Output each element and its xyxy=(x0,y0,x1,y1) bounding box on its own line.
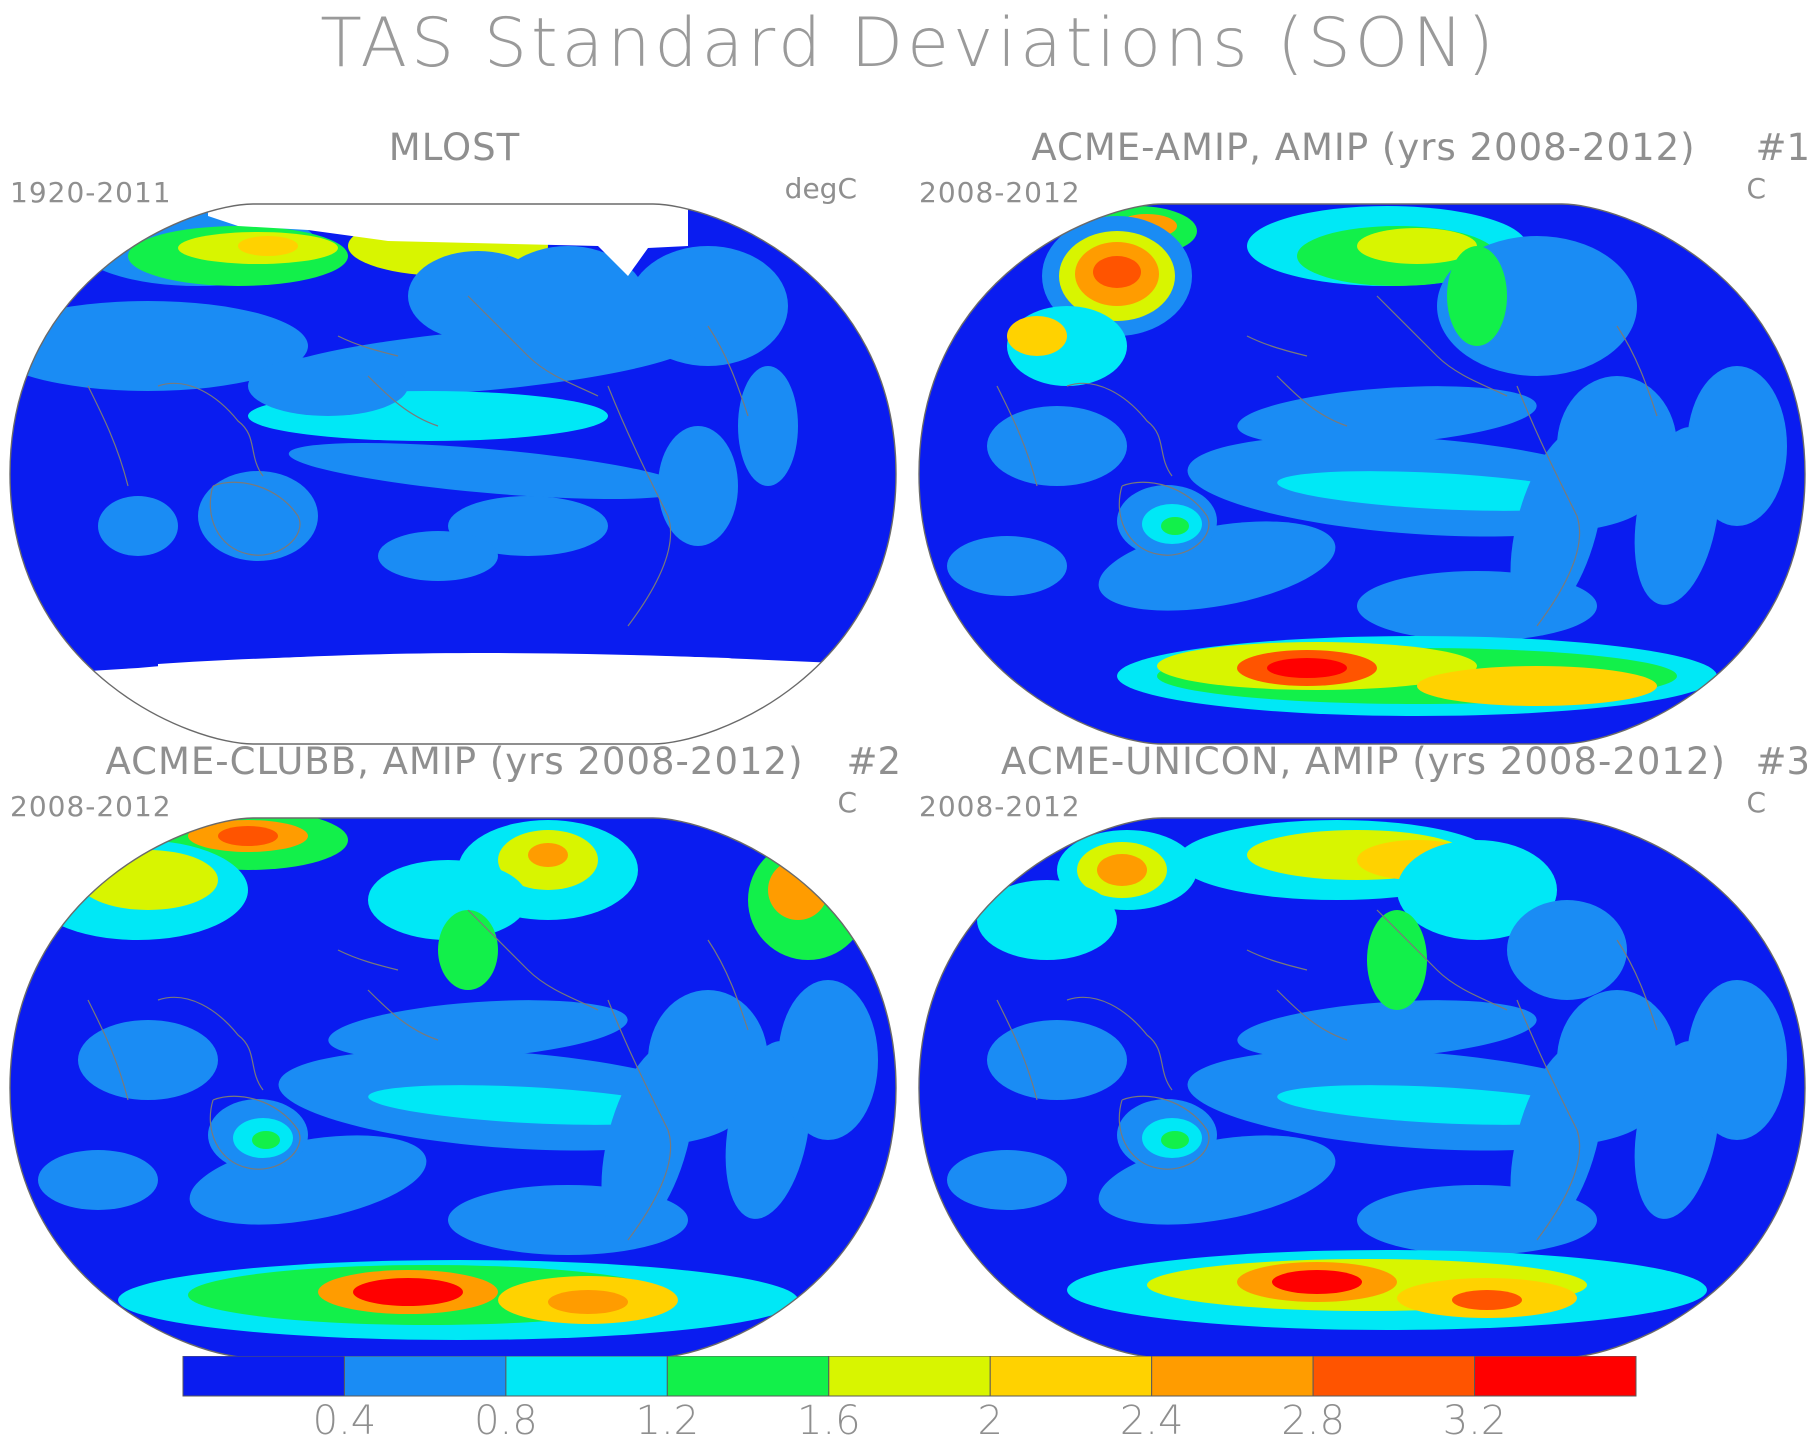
map-panel-acme-amip: ACME-AMIP, AMIP (yrs 2008-2012) #1 2008-… xyxy=(909,126,1818,746)
colorbar-tick-label: 0.8 xyxy=(474,1398,538,1444)
panel-number: #1 xyxy=(1755,126,1810,169)
panel-units: C xyxy=(837,786,857,819)
colorbar-tick-label: 1.6 xyxy=(796,1398,861,1444)
panel-number: #2 xyxy=(846,740,901,783)
panel-number: #3 xyxy=(1755,740,1810,783)
panel-period: 2008-2012 xyxy=(10,790,172,823)
panel-title: MLOST xyxy=(388,126,521,169)
colorbar xyxy=(182,1356,1637,1397)
panel-title: ACME-UNICON, AMIP (yrs 2008-2012) xyxy=(1001,740,1726,783)
colorbar-tick-label: 2.8 xyxy=(1281,1398,1345,1444)
panel-period: 2008-2012 xyxy=(919,176,1081,209)
colorbar-tick-label: 3.2 xyxy=(1442,1398,1507,1444)
colorbar-labels: 0.4 0.8 1.2 1.6 2 2.4 2.8 3.2 xyxy=(0,1398,1818,1444)
map-mlost xyxy=(9,203,897,745)
map-panel-mlost: MLOST 1920-2011 degC xyxy=(0,126,909,746)
panel-units: degC xyxy=(784,172,857,205)
map-panel-acme-clubb: ACME-CLUBB, AMIP (yrs 2008-2012) #2 2008… xyxy=(0,740,909,1360)
panel-units: C xyxy=(1746,786,1766,819)
map-acme-clubb xyxy=(9,817,897,1359)
panel-units: C xyxy=(1746,172,1766,205)
map-panel-acme-unicon: ACME-UNICON, AMIP (yrs 2008-2012) #3 200… xyxy=(909,740,1818,1360)
panel-period: 2008-2012 xyxy=(919,790,1081,823)
colorbar-tick-label: 2 xyxy=(977,1398,1003,1444)
panel-period: 1920-2011 xyxy=(10,176,172,209)
map-acme-unicon xyxy=(918,817,1806,1359)
figure-title: TAS Standard Deviations (SON) xyxy=(320,4,1498,83)
panel-title: ACME-CLUBB, AMIP (yrs 2008-2012) xyxy=(105,740,804,783)
colorbar-tick-label: 1.2 xyxy=(635,1398,700,1444)
colorbar-tick-label: 2.4 xyxy=(1119,1398,1184,1444)
panel-title: ACME-AMIP, AMIP (yrs 2008-2012) xyxy=(1031,126,1696,169)
map-acme-amip xyxy=(918,203,1806,745)
colorbar-tick-label: 0.4 xyxy=(312,1398,377,1444)
